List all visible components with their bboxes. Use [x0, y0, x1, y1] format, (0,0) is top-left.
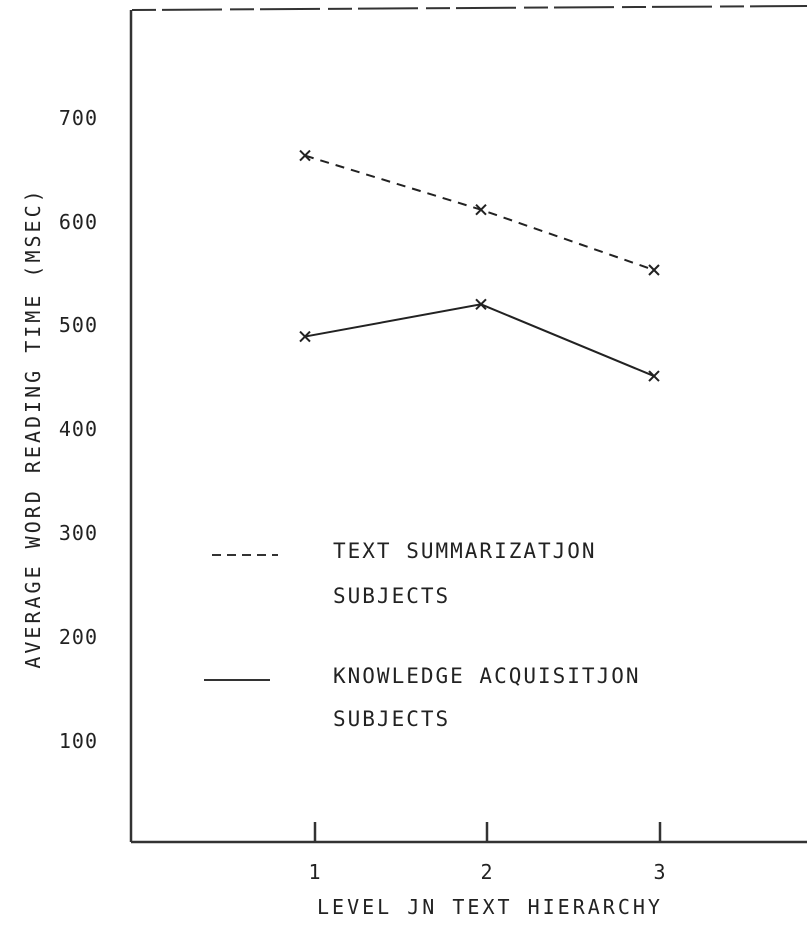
x-tick-label: 2 — [480, 860, 493, 884]
x-tick-label: 3 — [653, 860, 666, 884]
series-line-knowledge-acquisition — [304, 303, 655, 378]
legend-label-text-summarization: TEXT SUMMARIZATJON — [333, 539, 597, 563]
x-marker-stroke — [648, 264, 660, 276]
legend-label-knowledge-acquisition: KNOWLEDGE ACQUISITJON — [333, 664, 641, 688]
y-tick-label: 500 — [59, 313, 98, 337]
x-marker-stroke — [648, 370, 660, 382]
x-tick-label: 1 — [308, 860, 321, 884]
y-tick-label: 200 — [59, 625, 98, 649]
y-tick-label: 700 — [59, 106, 98, 130]
x-marker-stroke — [299, 149, 311, 162]
x-marker-stroke — [475, 203, 487, 216]
x-ticks — [313, 822, 662, 842]
y-tick-label: 400 — [59, 417, 98, 441]
data-point-text-summarization — [648, 264, 660, 276]
x-axis-label: LEVEL JN TEXT HIERARCHY — [317, 895, 663, 919]
y-axis-label: AVERAGE WORD READING TIME (MSEC) — [21, 187, 45, 668]
x-tick-labels: 1 2 3 — [308, 860, 666, 884]
y-tick-label: 300 — [59, 521, 98, 545]
x-marker-stroke — [475, 298, 487, 311]
data-point-text-summarization — [299, 149, 311, 162]
y-tick-label: 100 — [59, 729, 98, 753]
data-point-text-summarization — [475, 203, 487, 216]
x-marker-stroke — [299, 330, 311, 343]
series-line-text-summarization — [304, 154, 655, 271]
y-tick-label: 600 — [59, 210, 98, 234]
legend-label-text-summarization-line2: SUBJECTS — [333, 584, 450, 608]
y-tick-labels: 700 600 500 400 300 200 100 — [59, 106, 98, 753]
top-frame-line — [131, 5, 807, 11]
legend-label-knowledge-acquisition-line2: SUBJECTS — [333, 707, 450, 731]
data-point-knowledge-acquisition — [475, 298, 487, 311]
legend: TEXT SUMMARIZATJON SUBJECTS KNOWLEDGE AC… — [204, 539, 641, 731]
data-point-knowledge-acquisition — [299, 330, 311, 343]
data-point-knowledge-acquisition — [648, 370, 660, 382]
series-layer — [299, 149, 660, 382]
